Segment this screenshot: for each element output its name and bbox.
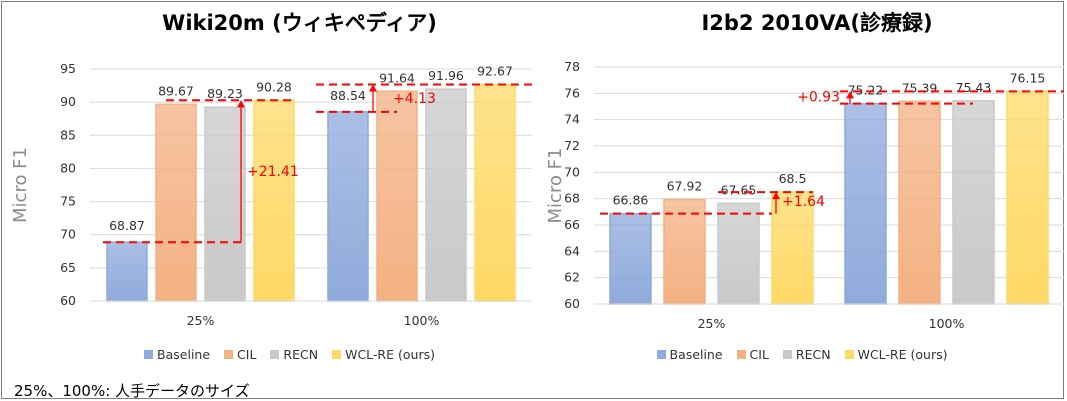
legend-label: RECN [795, 347, 831, 362]
data-label: 90.28 [256, 79, 292, 94]
annotation-label: +0.93 [797, 89, 840, 105]
bar-wcl-re-ours-25 [771, 191, 814, 305]
annotation-arrowhead [772, 192, 780, 200]
y-tick-label: 70 [564, 164, 580, 179]
bar-wcl-re-ours-100 [1006, 90, 1049, 305]
data-label: 88.54 [330, 88, 366, 103]
data-label: 91.64 [379, 70, 415, 85]
bar-cil-25 [663, 198, 706, 305]
bar-recn-25 [204, 106, 246, 302]
y-tick-label: 68 [564, 191, 580, 206]
legend-label: Baseline [157, 347, 211, 362]
bar-recn-25 [717, 202, 760, 305]
legend-label: Baseline [669, 347, 723, 362]
legend-item-baseline: Baseline [144, 347, 210, 362]
data-label: 67.92 [667, 179, 703, 194]
y-tick-label: 60 [60, 293, 76, 308]
legend-swatch-cil [736, 350, 746, 359]
chart-plot-area: 60 65 70 75 80 85 90 95 Micro F1 68.87 89.67 89.23 9… [10, 61, 532, 328]
annotation-label: +1.64 [782, 194, 825, 210]
y-axis-label: Micro F1 [10, 147, 31, 223]
data-label: 75.22 [848, 83, 884, 98]
data-label: 75.43 [956, 80, 992, 95]
x-tick-label: 100% [929, 316, 965, 331]
y-tick-label: 64 [564, 243, 580, 258]
data-label: 91.96 [428, 68, 464, 83]
data-label: 66.86 [613, 193, 649, 208]
legend-item-recn: RECN [270, 347, 318, 362]
y-tick-label: 70 [60, 227, 76, 242]
y-tick-label: 85 [60, 127, 76, 142]
y-tick-label: 66 [564, 217, 580, 232]
legend-swatch-cil [224, 350, 234, 359]
y-tick-label: 75 [60, 194, 76, 209]
footnote: 25%、100%: 人手データのサイズ [14, 382, 250, 400]
x-tick-label: 25% [187, 313, 215, 328]
x-tick-label: 25% [698, 316, 726, 331]
data-label: 89.23 [207, 86, 243, 101]
y-tick-label: 60 [564, 296, 580, 311]
legend-item-cil: CIL [736, 347, 769, 362]
legend-label: RECN [283, 347, 319, 362]
data-label: 75.39 [902, 80, 938, 95]
data-label: 67.65 [721, 182, 757, 197]
legend-item-baseline: Baseline [656, 347, 723, 362]
annotation-arrowhead [237, 100, 245, 108]
bar-cil-100 [376, 90, 418, 302]
legend-swatch-baseline [144, 350, 154, 359]
legend-swatch-recn [270, 350, 280, 359]
y-tick-label: 78 [564, 59, 580, 74]
data-label: 76.15 [1010, 70, 1046, 85]
chart-legend: Baseline CIL RECN WCL-RE (ours) [2, 347, 537, 362]
annotation-label: +21.41 [247, 164, 299, 180]
y-tick-label: 62 [564, 270, 580, 285]
legend-label: CIL [749, 347, 769, 362]
legend-item-cil: CIL [224, 347, 256, 362]
chart-plot-area: 60 62 64 66 68 70 72 74 76 78 Micro F1 66.86 67.92 67… [545, 59, 1064, 331]
annotation-arrowhead [369, 84, 377, 92]
legend-label: WCL-RE (ours) [857, 347, 948, 362]
y-tick-label: 95 [60, 61, 76, 76]
legend-item-recn: RECN [782, 347, 831, 362]
bar-recn-100 [952, 100, 995, 305]
legend-swatch-baseline [656, 350, 666, 359]
bar-cil-25 [155, 103, 197, 302]
bar-recn-100 [425, 88, 467, 302]
y-tick-label: 72 [564, 138, 580, 153]
chart-i2b2: I2b2 2010VA(診療録) 60 62 64 66 68 70 72 74 76 78 Mic… [537, 2, 1067, 382]
y-axis-label: Micro F1 [545, 148, 566, 224]
bar-baseline-100 [327, 111, 369, 302]
legend-item-wcl-re: WCL-RE (ours) [844, 347, 948, 362]
legend-label: CIL [237, 347, 257, 362]
data-label: 68.5 [779, 171, 807, 186]
chart-title: Wiki20m (ウィキペディア) [162, 11, 437, 35]
y-tick-label: 76 [564, 85, 580, 100]
bar-wcl-re-ours-100 [474, 83, 516, 302]
legend-item-wcl-re: WCL-RE (ours) [332, 347, 435, 362]
y-tick-label: 90 [60, 94, 76, 109]
chart-legend: Baseline CIL RECN WCL-RE (ours) [537, 347, 1067, 362]
annotation-label: +4.13 [393, 91, 436, 107]
x-tick-label: 100% [404, 313, 440, 328]
legend-swatch-wcl-re [332, 350, 342, 359]
y-tick-label: 80 [60, 160, 76, 175]
y-tick-label: 65 [60, 260, 76, 275]
data-label: 92.67 [477, 63, 513, 78]
data-label: 68.87 [109, 218, 145, 233]
bar-baseline-25 [106, 241, 148, 302]
chart-title: I2b2 2010VA(診療録) [701, 11, 933, 35]
bar-baseline-25 [609, 212, 652, 305]
legend-label: WCL-RE (ours) [345, 347, 435, 362]
legend-swatch-recn [782, 350, 792, 359]
annotation-arrowhead [846, 91, 854, 99]
y-tick-label: 74 [564, 112, 580, 127]
legend-swatch-wcl-re [844, 350, 854, 359]
bar-wcl-re-ours-25 [253, 99, 295, 302]
data-label: 89.67 [158, 83, 194, 98]
chart-wiki20m: Wiki20m (ウィキペディア) 60 65 70 75 80 85 90 95 Micro … [2, 2, 537, 382]
bar-baseline-100 [844, 102, 887, 305]
bar-cil-100 [898, 100, 941, 305]
